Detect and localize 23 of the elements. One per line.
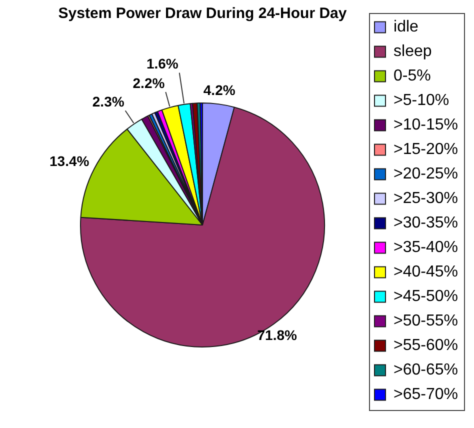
legend-label: >60-65%	[394, 362, 458, 379]
legend-label: >45-50%	[394, 288, 458, 306]
legend-label: >20-25%	[394, 166, 458, 183]
data-label: 4.2%	[203, 82, 236, 98]
legend-label: >30-35%	[394, 214, 458, 232]
data-label: 2.2%	[132, 74, 166, 91]
chart-title: System Power Draw During 24-Hour Day	[58, 5, 348, 22]
legend-label: >40-45%	[394, 264, 458, 281]
legend-label: sleep	[394, 43, 432, 60]
legend-label: >15-20%	[394, 141, 458, 158]
legend-label: >5-10%	[394, 92, 450, 110]
legend-label: >50-55%	[394, 312, 458, 330]
data-label: 1.6%	[146, 56, 179, 72]
data-label: 71.8%	[257, 326, 298, 343]
legend-label: >35-40%	[394, 239, 458, 256]
legend-label: idle	[394, 18, 419, 36]
legend-label: 0-5%	[394, 68, 431, 85]
legend-label: >10-15%	[394, 116, 458, 134]
legend-label: >25-30%	[394, 190, 458, 208]
legend-label: >65-70%	[394, 386, 458, 404]
data-label: 2.3%	[92, 93, 125, 110]
data-label: 13.4%	[49, 153, 90, 170]
legend-label: >55-60%	[394, 337, 458, 354]
